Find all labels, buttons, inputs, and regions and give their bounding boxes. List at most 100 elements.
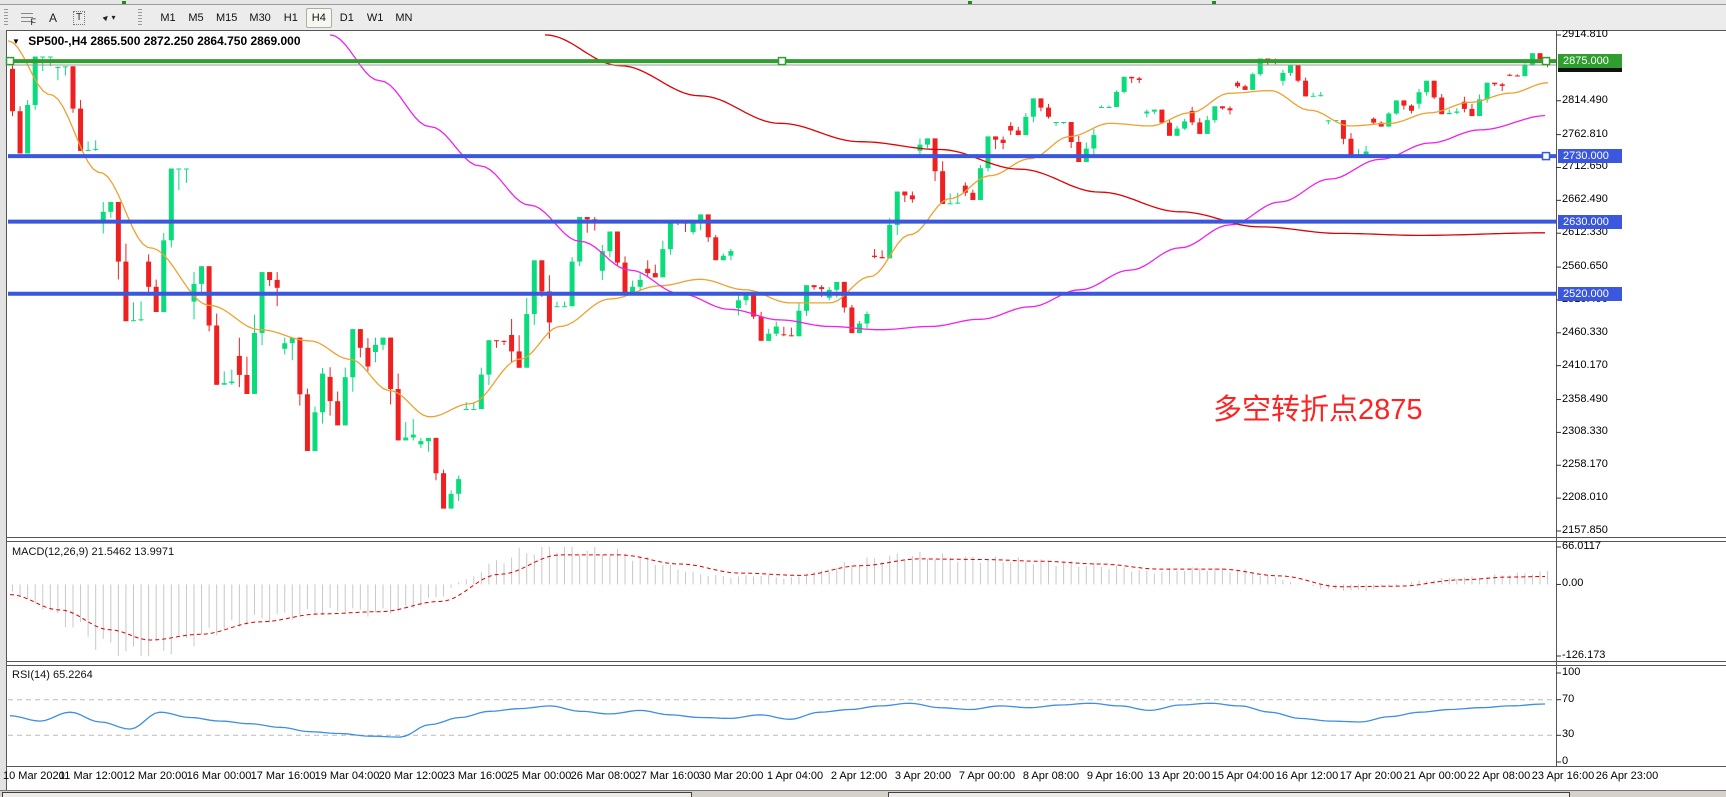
timeframe-button-m15[interactable]: M15 xyxy=(211,8,242,28)
price-tick: 66.0117 xyxy=(1562,540,1601,552)
price-tick: 2157.850 xyxy=(1562,524,1608,536)
price-tick: 2662.490 xyxy=(1562,193,1608,206)
fibonacci-lines-glyph xyxy=(21,13,33,22)
window-top-strip xyxy=(0,0,1726,5)
price-tick: 2410.170 xyxy=(1562,358,1608,371)
rsi-name: RSI(14) xyxy=(12,669,50,681)
tab-box[interactable] xyxy=(2,792,692,797)
chevron-down-icon: ▾ xyxy=(111,13,116,22)
timeframe-button-m30[interactable]: M30 xyxy=(244,8,275,28)
time-tick: 10 Mar 2020 xyxy=(3,770,65,782)
timeframe-button-m5[interactable]: M5 xyxy=(183,8,209,28)
symbol-title[interactable]: ▼ SP500-,H4 2865.500 2872.250 2864.750 2… xyxy=(12,34,301,48)
fibonacci-f-glyph: F xyxy=(30,17,37,27)
time-tick: 23 Apr 16:00 xyxy=(1531,770,1595,782)
price-badge-2875.000: 2875.000 xyxy=(1558,54,1622,69)
price-tick: 2814.490 xyxy=(1562,93,1608,106)
price-tick: 0.00 xyxy=(1562,577,1584,590)
arrows-icon[interactable]: ▸ ▾ xyxy=(93,7,127,28)
price-tick: 2560.650 xyxy=(1562,260,1608,273)
time-tick: 17 Apr 20:00 xyxy=(1339,770,1403,782)
text-a-glyph: A xyxy=(48,10,57,25)
toolbar: F A T ▸ ▾ M1 M5 M15 M30 H1 H4 D1 W1 MN xyxy=(0,5,1726,30)
price-tick: 2914.810 xyxy=(1562,28,1608,40)
symbol-ohlc: 2865.500 2872.250 2864.750 2869.000 xyxy=(90,34,301,48)
time-tick: 22 Apr 08:00 xyxy=(1467,770,1531,782)
price-tick: 2712.650 xyxy=(1562,160,1608,173)
candlesticks xyxy=(10,53,1551,509)
macd-name: MACD(12,26,9) xyxy=(12,546,89,558)
symbol-name: SP500-,H4 xyxy=(28,34,87,48)
time-tick: 16 Apr 12:00 xyxy=(1275,770,1339,782)
chart-annotation[interactable]: 多空转折点2875 xyxy=(1213,394,1423,426)
timeframe-toolbar: M1 M5 M15 M30 H1 H4 D1 W1 MN xyxy=(154,7,418,28)
time-tick: 13 Apr 20:00 xyxy=(1147,770,1211,782)
titlebar-fragment xyxy=(122,1,126,4)
price-tick: 2762.810 xyxy=(1562,127,1608,140)
time-tick: 27 Mar 16:00 xyxy=(634,770,700,782)
time-tick: 3 Apr 20:00 xyxy=(894,770,952,782)
timeframe-button-h4[interactable]: H4 xyxy=(305,7,332,28)
macd-signal-line xyxy=(9,554,1545,641)
price-tick: 0 xyxy=(1562,755,1569,767)
timeframe-button-w1[interactable]: W1 xyxy=(362,8,389,28)
label-icon[interactable]: T xyxy=(67,7,91,28)
time-tick: 19 Mar 04:00 xyxy=(314,770,380,782)
ma-mid-line xyxy=(329,34,1546,331)
toolbar-grip[interactable] xyxy=(4,8,8,27)
time-tick: 11 Mar 12:00 xyxy=(58,770,123,782)
time-tick: 21 Apr 00:00 xyxy=(1403,770,1467,782)
time-tick: 9 Apr 16:00 xyxy=(1086,770,1144,782)
chart-collapse-icon[interactable]: ▼ xyxy=(12,37,20,46)
rsi-line xyxy=(9,702,1546,738)
price-tick: 70 xyxy=(1562,692,1575,705)
time-tick: 23 Mar 16:00 xyxy=(442,770,508,782)
titlebar-fragment xyxy=(1212,1,1216,4)
bottom-tab-strip[interactable] xyxy=(0,790,1726,797)
time-tick: 8 Apr 08:00 xyxy=(1022,770,1080,782)
ma-fast-line xyxy=(7,40,1549,418)
tab-box[interactable] xyxy=(888,792,1570,797)
price-tick: 2612.330 xyxy=(1562,226,1608,239)
rsi-value: 65.2264 xyxy=(52,669,93,681)
time-tick: 20 Mar 12:00 xyxy=(378,770,444,782)
macd-histogram xyxy=(12,547,1549,656)
window-left-edge xyxy=(0,30,7,790)
timeframe-button-d1[interactable]: D1 xyxy=(334,8,360,28)
price-tick: 2308.330 xyxy=(1562,425,1608,438)
price-tick: 2208.010 xyxy=(1562,491,1608,504)
time-tick: 15 Apr 04:00 xyxy=(1211,770,1275,782)
timeframe-button-mn[interactable]: MN xyxy=(390,8,417,28)
rsi-label: RSI(14) 65.2264 xyxy=(12,669,93,681)
ma-slow-line xyxy=(544,34,1545,237)
time-tick: 16 Mar 00:00 xyxy=(186,770,252,782)
time-tick: 30 Mar 20:00 xyxy=(698,770,764,782)
price-tick: 2460.330 xyxy=(1562,325,1608,338)
hline-handle xyxy=(5,56,15,66)
fibonacci-icon[interactable]: F xyxy=(15,7,39,28)
text-icon[interactable]: A xyxy=(41,7,65,28)
timeframe-button-m1[interactable]: M1 xyxy=(155,8,181,28)
hline-handle xyxy=(1541,151,1551,161)
price-tick: -126.173 xyxy=(1562,649,1606,661)
toolbar-separator-grip[interactable] xyxy=(138,8,142,27)
time-tick: 12 Mar 20:00 xyxy=(122,770,188,782)
time-tick: 2 Apr 12:00 xyxy=(830,770,888,782)
time-tick: 17 Mar 16:00 xyxy=(250,770,316,782)
price-badge-2730.000: 2730.000 xyxy=(1558,149,1622,164)
hline-handle xyxy=(777,56,787,66)
label-t-glyph: T xyxy=(72,10,86,25)
macd-values: 21.5462 13.9971 xyxy=(91,546,175,558)
price-tick: 100 xyxy=(1562,666,1581,678)
titlebar-fragment xyxy=(968,1,972,4)
time-tick: 7 Apr 00:00 xyxy=(958,770,1016,782)
hline-handle xyxy=(1541,56,1551,66)
macd-label: MACD(12,26,9) 21.5462 13.9971 xyxy=(12,546,174,558)
price-tick: 2358.490 xyxy=(1562,392,1608,405)
timeframe-button-h1[interactable]: H1 xyxy=(278,8,304,28)
price-badge-2630.000: 2630.000 xyxy=(1558,214,1622,229)
price-tick: 30 xyxy=(1562,728,1575,741)
time-tick: 1 Apr 04:00 xyxy=(766,770,824,782)
